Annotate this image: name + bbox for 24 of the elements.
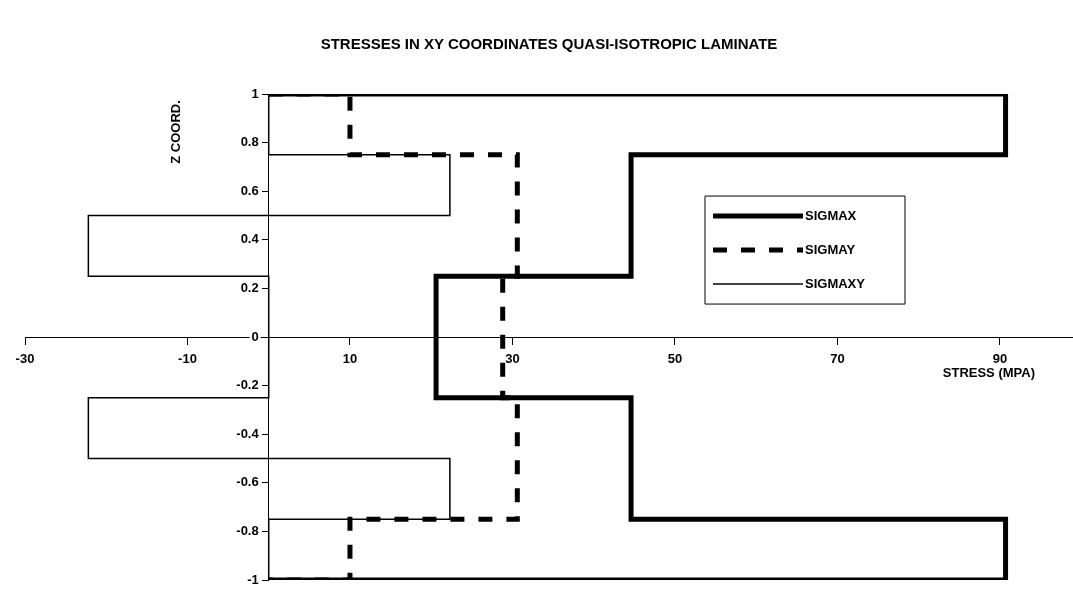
- y-tick-label: 0.2: [240, 279, 259, 295]
- y-tick-label: -0.6: [236, 474, 259, 490]
- text: SIGMAX: [805, 207, 857, 223]
- text: SIGMAXY: [805, 275, 866, 291]
- y-tick-label: 1: [251, 85, 259, 101]
- text: SIGMAY: [805, 241, 856, 257]
- x-tick-label: 50: [667, 351, 683, 367]
- x-tick-label: 10: [342, 351, 358, 367]
- x-axis-title: STRESS (MPA): [942, 365, 1035, 381]
- y-tick-label: 0.8: [240, 134, 259, 150]
- x-tick-label: 70: [830, 351, 845, 367]
- chart-title: STRESSES IN XY COORDINATES QUASI-ISOTROPIC LAMINATE: [320, 35, 778, 53]
- x-tick-label: 30: [505, 351, 520, 367]
- y-tick-label: -1: [247, 571, 259, 587]
- y-tick-label: 0: [251, 328, 259, 344]
- y-tick-label: -0.4: [236, 425, 260, 441]
- y-axis-title: Z COORD.: [168, 100, 184, 164]
- x-tick-label: -30: [15, 351, 35, 367]
- y-tick-label: 0.4: [240, 231, 260, 247]
- y-tick-label: 0.6: [240, 182, 259, 198]
- y-tick-label: -0.8: [236, 522, 259, 538]
- x-tick-label: -10: [178, 351, 197, 367]
- y-tick-label: -0.2: [236, 377, 259, 393]
- x-tick-label: 90: [992, 351, 1008, 367]
